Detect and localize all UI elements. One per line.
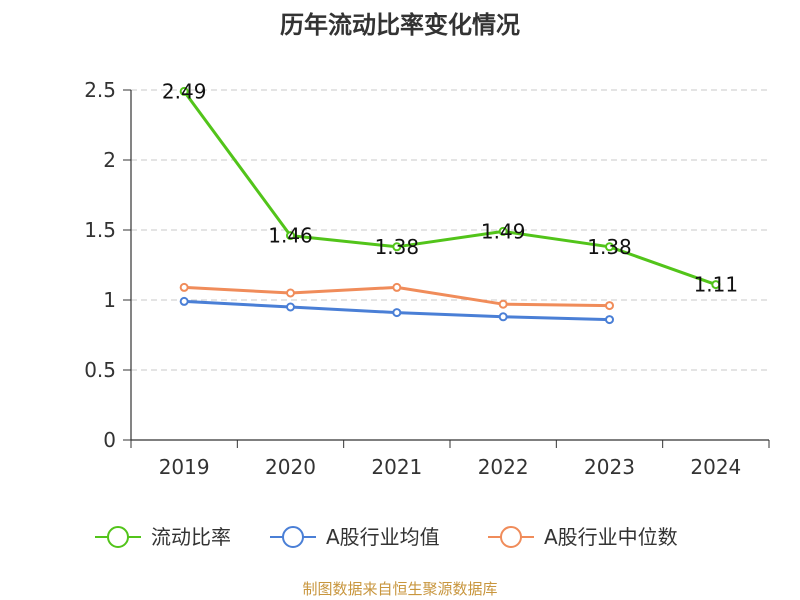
- data-point: [711, 280, 721, 290]
- data-point: [179, 86, 189, 96]
- data-label: 1.49: [481, 219, 526, 243]
- axes: 0 0.5 1 1.5 2 2.5 2019 2020 2021 2022 2023 2024: [84, 78, 770, 479]
- x-tick-label: 2019: [159, 455, 210, 479]
- data-point: [286, 288, 295, 298]
- x-tick-label: 2024: [690, 455, 741, 479]
- legend-label: A股行业均值: [326, 525, 440, 549]
- data-labels: 2.49 1.46 1.38 1.49 1.38 1.11: [162, 79, 738, 296]
- source-note: 制图数据来自恒生聚源数据库: [302, 580, 497, 598]
- data-point: [498, 226, 508, 236]
- data-point: [286, 302, 295, 312]
- data-point: [392, 282, 402, 292]
- y-tick-label: 0.5: [84, 358, 116, 382]
- y-tick-label: 2.5: [84, 78, 116, 102]
- data-point: [498, 312, 508, 322]
- data-point: [179, 282, 189, 292]
- y-tick-label: 0: [103, 428, 116, 452]
- data-label: 1.38: [587, 235, 632, 259]
- data-point: [179, 296, 189, 306]
- data-point: [392, 308, 402, 318]
- data-label: 1.38: [375, 235, 420, 259]
- y-tick-label: 2: [103, 148, 116, 172]
- legend-marker-icon: [107, 526, 129, 548]
- legend: 流动比率 A股行业均值 A股行业中位数: [95, 525, 678, 549]
- legend-item[interactable]: A股行业中位数: [488, 525, 678, 549]
- gridlines: [131, 89, 769, 371]
- x-tick-label: 2020: [265, 455, 316, 479]
- legend-label: A股行业中位数: [544, 525, 678, 549]
- legend-marker-icon: [500, 526, 522, 548]
- legend-item[interactable]: A股行业均值: [270, 525, 440, 549]
- y-tick-label: 1.5: [84, 218, 116, 242]
- legend-marker-icon: [282, 526, 304, 548]
- data-point: [605, 315, 614, 325]
- data-point: [286, 231, 295, 241]
- data-label: 2.49: [162, 79, 207, 103]
- data-point: [605, 242, 614, 252]
- data-label: 1.46: [268, 224, 313, 248]
- x-tick-label: 2022: [478, 455, 529, 479]
- series-line: [182, 89, 718, 287]
- x-tick-label: 2021: [371, 455, 422, 479]
- legend-item[interactable]: 流动比率: [95, 525, 231, 549]
- y-tick-label: 1: [103, 288, 116, 312]
- legend-label: 流动比率: [151, 525, 231, 549]
- data-point: [605, 301, 614, 311]
- x-tick-label: 2023: [584, 455, 635, 479]
- chart-title: 历年流动比率变化情况: [280, 11, 520, 39]
- data-label: 1.11: [694, 273, 739, 297]
- data-point: [498, 299, 508, 309]
- series-lines: [179, 86, 721, 325]
- data-point: [392, 242, 402, 252]
